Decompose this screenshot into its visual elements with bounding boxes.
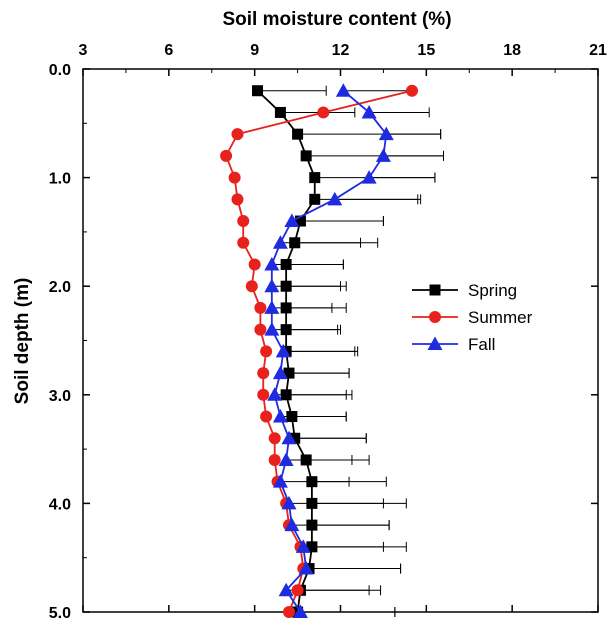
- circle-marker: [260, 345, 273, 358]
- square-marker: [306, 541, 318, 553]
- triangle-marker: [361, 170, 377, 184]
- square-marker: [294, 215, 306, 227]
- circle-marker: [245, 280, 258, 293]
- series-fall: [264, 83, 394, 618]
- circle-marker: [260, 410, 273, 423]
- square-marker: [306, 476, 318, 488]
- triangle-marker: [264, 300, 280, 314]
- y-tick-label: 4.0: [49, 496, 71, 513]
- square-marker: [280, 280, 292, 292]
- triangle-marker: [272, 365, 288, 380]
- circle-marker: [220, 149, 233, 162]
- circle-marker: [231, 128, 244, 141]
- circle-marker: [254, 323, 267, 336]
- square-marker: [280, 389, 292, 401]
- x-tick-label: 9: [250, 42, 259, 59]
- circle-marker: [228, 171, 241, 184]
- triangle-marker: [267, 387, 283, 401]
- triangle-marker: [335, 83, 351, 97]
- triangle-marker: [361, 104, 377, 119]
- triangle-marker: [284, 213, 300, 228]
- legend-item-fall: Fall: [412, 335, 495, 354]
- circle-marker: [237, 236, 250, 249]
- triangle-marker: [264, 322, 280, 336]
- y-tick-label: 1.0: [49, 171, 71, 188]
- square-marker: [280, 258, 292, 270]
- circle-marker: [257, 388, 270, 401]
- legend-label: Fall: [468, 335, 495, 354]
- legend: Spring Summer Fall: [412, 281, 533, 354]
- circle-marker: [291, 584, 304, 597]
- y-axis-title: Soil depth (m): [12, 278, 33, 405]
- circle-marker: [429, 311, 441, 323]
- axes-ticks: 3 6 9 12 15 18 21 0.0 1.0 2.0 3.0 4.0 5.0: [49, 42, 607, 622]
- triangle-marker: [272, 235, 288, 249]
- x-tick-label: 21: [589, 42, 607, 59]
- x-tick-label: 12: [332, 42, 350, 59]
- square-marker: [309, 193, 321, 205]
- square-marker: [289, 237, 301, 249]
- square-marker: [280, 302, 292, 314]
- square-marker: [283, 367, 295, 379]
- circle-marker: [254, 301, 267, 314]
- y-tick-label: 2.0: [49, 279, 71, 296]
- triangle-marker: [327, 191, 343, 206]
- x-axis-title: Soil moisture content (%): [222, 9, 451, 30]
- triangle-marker: [281, 430, 297, 445]
- y-tick-label: 5.0: [49, 605, 71, 621]
- square-marker: [289, 432, 301, 444]
- circle-marker: [231, 193, 244, 206]
- triangle-marker: [292, 604, 308, 618]
- legend-label: Spring: [468, 281, 517, 300]
- circle-marker: [237, 215, 250, 228]
- legend-item-spring: Spring: [412, 281, 517, 300]
- y-tick-label: 0.0: [49, 62, 71, 79]
- triangle-marker: [375, 148, 391, 162]
- circle-marker: [317, 106, 330, 119]
- square-marker: [292, 128, 304, 140]
- square-marker: [280, 324, 292, 336]
- circle-marker: [268, 432, 281, 445]
- triangle-marker: [295, 539, 311, 553]
- triangle-marker: [278, 452, 294, 466]
- circle-marker: [248, 258, 261, 271]
- triangle-marker: [264, 256, 280, 271]
- square-marker: [300, 150, 312, 162]
- triangle-marker: [284, 517, 300, 532]
- square-marker: [306, 519, 318, 531]
- triangle-marker: [272, 409, 288, 423]
- x-tick-label: 6: [164, 42, 173, 59]
- y-tick-label: 3.0: [49, 388, 71, 405]
- square-marker: [274, 106, 286, 118]
- square-marker: [309, 172, 321, 184]
- legend-item-summer: Summer: [412, 308, 533, 327]
- triangle-marker: [264, 278, 280, 293]
- legend-label: Summer: [468, 308, 533, 327]
- square-marker: [300, 454, 312, 466]
- circle-marker: [406, 84, 419, 97]
- square-marker: [252, 85, 264, 97]
- triangle-marker: [298, 561, 314, 575]
- circle-marker: [257, 367, 270, 380]
- series-layer: [220, 83, 419, 618]
- x-tick-label: 18: [503, 42, 521, 59]
- square-marker: [286, 411, 298, 423]
- triangle-marker: [275, 343, 291, 358]
- plot-frame: [82, 68, 599, 613]
- square-marker: [429, 284, 441, 296]
- triangle-marker: [378, 126, 394, 141]
- x-tick-label: 15: [417, 42, 435, 59]
- circle-marker: [268, 453, 281, 466]
- triangle-marker: [272, 474, 288, 488]
- circle-marker: [283, 606, 295, 618]
- triangle-marker: [278, 582, 294, 597]
- triangle-marker: [281, 495, 297, 510]
- triangle-marker: [427, 336, 443, 350]
- x-tick-label: 3: [79, 42, 88, 59]
- square-marker: [306, 497, 318, 509]
